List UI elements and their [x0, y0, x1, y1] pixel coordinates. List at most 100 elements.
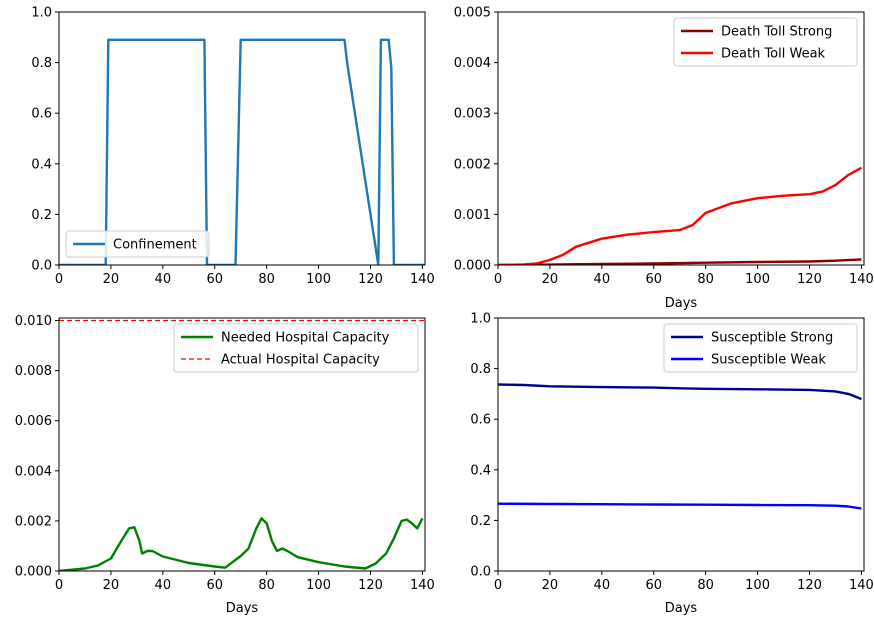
- y-tick: 0.004: [15, 464, 59, 479]
- x-tick: 100: [306, 265, 331, 287]
- x-tick-label: 140: [410, 578, 435, 593]
- x-tick: 20: [542, 571, 559, 593]
- y-tick: 0.6: [31, 107, 59, 122]
- y-tick-label: 0.6: [31, 107, 52, 122]
- axes-frame: [58, 11, 426, 266]
- legend-label: Susceptible Strong: [711, 331, 833, 346]
- x-tick: 100: [745, 571, 770, 593]
- x-tick: 80: [697, 265, 714, 287]
- legend-label: Confinement: [113, 238, 197, 253]
- x-tick: 120: [797, 571, 822, 593]
- x-tick-label: 40: [155, 578, 172, 593]
- x-tick-label: 60: [645, 578, 662, 593]
- x-tick: 40: [155, 265, 171, 287]
- x-tick: 60: [206, 571, 223, 593]
- x-tick: 140: [849, 571, 874, 593]
- x-tick: 40: [155, 571, 172, 593]
- series-line-1: [498, 258, 862, 265]
- y-tick: 0.002: [15, 514, 59, 529]
- y-tick-label: 0.004: [454, 56, 491, 71]
- x-tick-label: 20: [103, 578, 120, 593]
- x-tick-label: 100: [745, 578, 770, 593]
- legend-label: Needed Hospital Capacity: [221, 331, 390, 346]
- series-line-1: [59, 38, 425, 265]
- x-tick-label: 140: [410, 272, 435, 287]
- series-line-2: [498, 502, 862, 510]
- axes-frame: [58, 317, 426, 572]
- x-tick-label: 0: [55, 272, 63, 287]
- y-tick-label: 0.004: [15, 464, 52, 479]
- y-tick: 0.8: [470, 362, 498, 377]
- x-tick-label: 60: [645, 272, 662, 287]
- y-tick-label: 0.4: [470, 463, 491, 478]
- x-tick: 120: [358, 571, 383, 593]
- x-axis-label: Days: [665, 296, 698, 311]
- axes-frame: [497, 317, 865, 572]
- y-tick: 0.2: [470, 514, 498, 529]
- chart-confinement: 0 20 40 60 80 100 120 140 0.0 0.2 0.4 0.6 0.8 1.0 Conf…: [31, 6, 435, 288]
- y-tick-label: 0.006: [15, 414, 52, 429]
- legend-label: Death Toll Strong: [721, 25, 832, 40]
- x-tick-label: 60: [206, 272, 223, 287]
- x-tick-label: 80: [697, 272, 714, 287]
- x-tick-label: 100: [306, 578, 331, 593]
- y-tick-label: 0.6: [470, 413, 491, 428]
- x-tick-label: 20: [103, 272, 120, 287]
- legend-frame: [673, 17, 858, 67]
- y-tick-label: 0.4: [31, 157, 52, 172]
- y-tick: 0.003: [454, 107, 498, 122]
- y-tick-label: 1.0: [31, 6, 52, 21]
- x-tick-label: 20: [542, 578, 559, 593]
- plot-area: [498, 166, 862, 265]
- y-tick: 0.008: [15, 364, 59, 379]
- x-tick-label: 140: [849, 578, 874, 593]
- x-tick: 120: [797, 265, 822, 287]
- chart-death-toll: 0 20 40 60 80 100 120 140 0.000 0.001 0.002 0.003 0.…: [454, 6, 874, 312]
- y-tick: 0.6: [470, 413, 498, 428]
- plot-area: [59, 38, 425, 265]
- legend: Needed Hospital Capacity Actual Hospital …: [173, 323, 419, 373]
- y-tick-label: 0.000: [454, 259, 491, 274]
- y-tick-label: 0.001: [454, 208, 491, 223]
- x-tick-label: 80: [258, 578, 275, 593]
- series-line-2: [498, 166, 862, 265]
- legend-frame: [173, 323, 419, 373]
- y-tick: 1.0: [470, 312, 498, 327]
- legend: Susceptible Strong Susceptible Weak: [663, 323, 858, 373]
- y-tick-label: 0.002: [15, 514, 52, 529]
- series-line-1: [498, 383, 862, 401]
- x-tick-label: 80: [258, 272, 275, 287]
- x-tick: 100: [745, 265, 770, 287]
- y-tick-label: 0.8: [31, 56, 52, 71]
- x-axis-label: Days: [665, 601, 698, 616]
- x-tick-label: 120: [797, 578, 822, 593]
- legend-frame: [65, 230, 210, 258]
- x-tick: 140: [849, 265, 874, 287]
- y-tick: 1.0: [31, 6, 59, 21]
- y-tick: 0.8: [31, 56, 59, 71]
- y-tick: 0.001: [454, 208, 498, 223]
- series-line-1: [59, 517, 424, 571]
- y-tick-label: 0.005: [454, 6, 491, 21]
- x-tick: 0: [494, 265, 502, 287]
- x-tick: 40: [594, 265, 610, 287]
- y-tick-label: 0.010: [15, 314, 52, 329]
- y-tick-label: 0.0: [31, 259, 52, 274]
- y-tick-label: 0.2: [31, 208, 52, 223]
- x-tick: 60: [206, 265, 223, 287]
- x-tick-label: 40: [594, 578, 611, 593]
- x-tick: 140: [410, 571, 435, 593]
- y-tick: 0.0: [31, 259, 59, 274]
- y-tick: 0.000: [15, 565, 59, 580]
- y-tick-label: 1.0: [470, 312, 491, 327]
- x-tick: 20: [542, 265, 558, 287]
- legend-label: Susceptible Weak: [711, 353, 826, 368]
- x-tick-label: 60: [206, 578, 223, 593]
- x-tick: 80: [697, 571, 714, 593]
- x-tick-label: 100: [306, 272, 331, 287]
- y-tick-label: 0.2: [470, 514, 491, 529]
- y-tick: 0.005: [454, 6, 498, 21]
- y-tick-label: 0.8: [470, 362, 491, 377]
- y-tick-label: 0.008: [15, 364, 52, 379]
- x-tick: 0: [55, 571, 63, 593]
